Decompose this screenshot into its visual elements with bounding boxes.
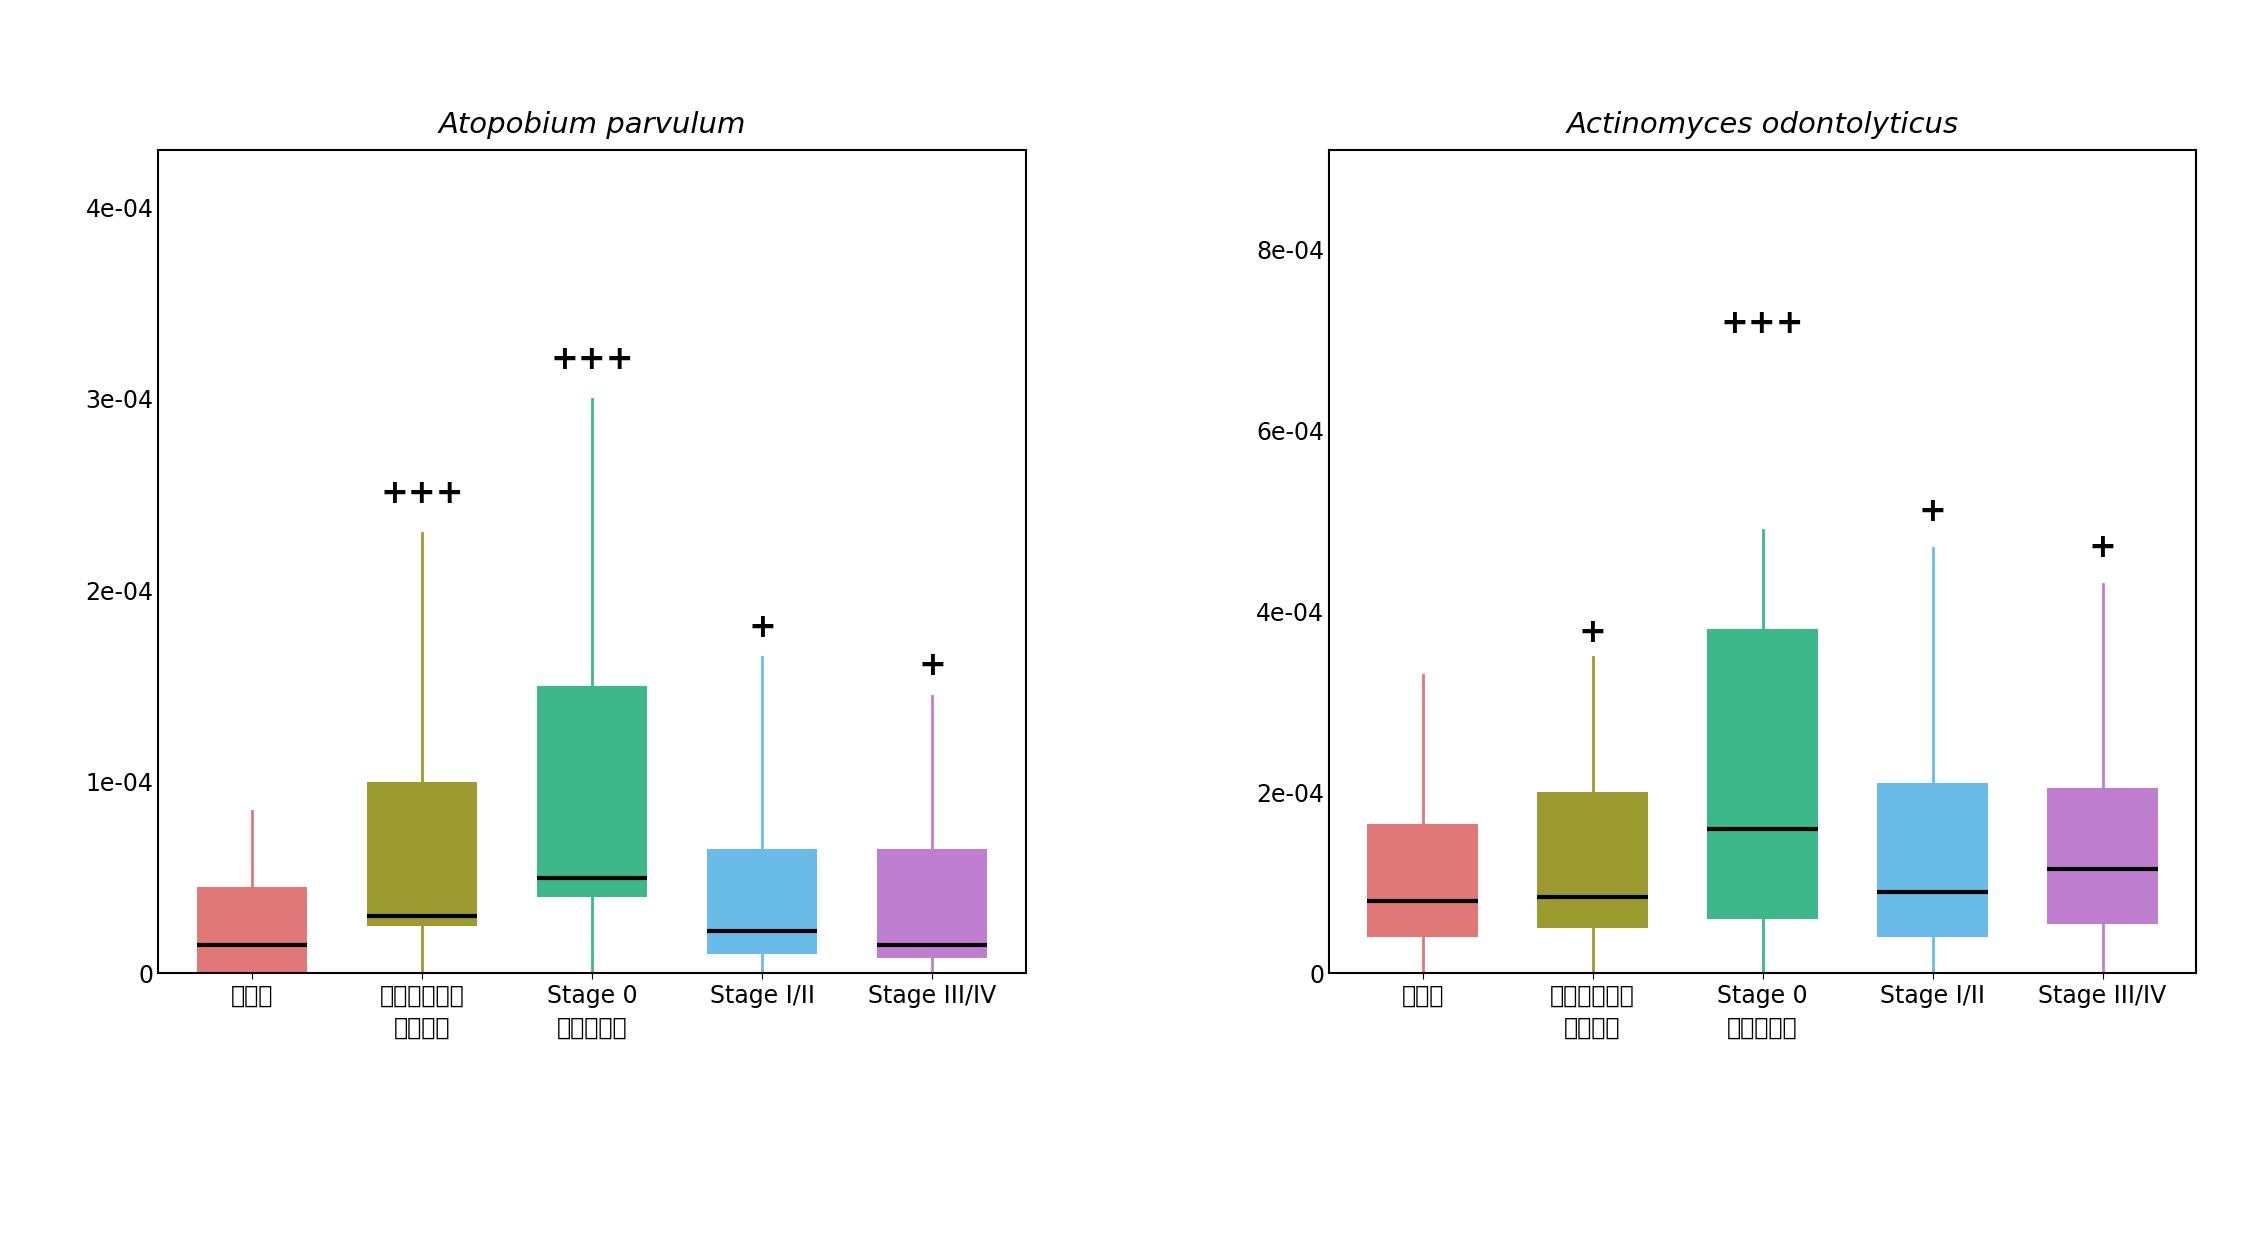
Text: +: + xyxy=(1918,495,1947,528)
Bar xyxy=(1537,792,1648,929)
Text: +++: +++ xyxy=(550,343,634,376)
Bar xyxy=(197,887,308,973)
Bar xyxy=(2047,787,2158,924)
Text: +++: +++ xyxy=(380,477,464,510)
Title: Actinomyces odontolyticus: Actinomyces odontolyticus xyxy=(1567,111,1958,139)
Text: +: + xyxy=(919,649,946,683)
Bar xyxy=(876,849,987,958)
Bar xyxy=(1707,629,1818,919)
Text: +: + xyxy=(747,612,777,644)
Title: Atopobium parvulum: Atopobium parvulum xyxy=(439,111,745,139)
Text: +++: +++ xyxy=(1721,307,1804,339)
Text: +: + xyxy=(1578,617,1607,649)
Bar xyxy=(706,849,817,955)
Bar xyxy=(537,686,648,897)
Text: +: + xyxy=(2090,532,2117,564)
Bar xyxy=(1877,784,1988,937)
Bar xyxy=(367,782,478,926)
Bar xyxy=(1367,824,1478,937)
